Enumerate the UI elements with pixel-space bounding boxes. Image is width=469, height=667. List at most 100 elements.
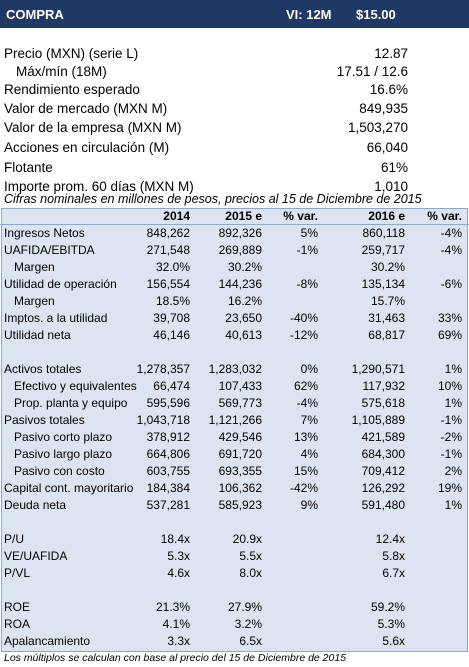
cell: 156,554 [146,277,190,291]
cell: 1,290,571 [351,362,405,376]
cell: 13% [293,430,318,444]
summary-label: Rendimiento esperado [4,82,140,98]
cell: 27.9% [227,600,262,614]
cell: 32.0% [155,260,190,274]
cell: 8.0x [239,566,262,580]
column-header: 2014 [163,209,190,223]
cell: 5.3x [167,549,190,563]
cell: 6.5x [239,634,262,648]
row-label: VE/UAFIDA [4,549,68,563]
cell: 12.4x [375,532,405,546]
cell: 18.4x [160,532,190,546]
cell: 68,817 [368,328,405,342]
cell: -1% [296,243,318,257]
column-header: % var. [283,209,318,223]
header-title: COMPRA [6,7,64,22]
cell: 4.1% [162,617,190,631]
cell: 15.7% [370,294,405,308]
row-label: Imptos. a la utilidad [4,311,108,325]
cell: 860,118 [362,226,406,240]
row-label: Pasivo con costo [14,464,105,478]
column-header: % var. [427,209,462,223]
cell: 269,889 [218,243,262,257]
cell: 15% [293,464,318,478]
cell: 3.3x [167,634,190,648]
cell: 30.2% [370,260,405,274]
cell: 537,281 [146,498,190,512]
cell: 378,912 [146,430,190,444]
cell: 107,433 [218,379,262,393]
cell: 30.2% [227,260,262,274]
row-label: Pasivo corto plazo [14,430,113,444]
summary-label: Máx/mín (18M) [16,64,107,80]
table-bg [1,208,468,652]
row-label: Activos totales [4,362,82,376]
header-bar: COMPRA VI: 12M $15.00 [0,0,469,28]
row-label: Deuda neta [4,498,67,512]
cell: 429,546 [218,430,262,444]
cell: 1% [444,498,462,512]
cell: 1,278,357 [136,362,190,376]
cell: 848,262 [146,226,190,240]
row-label: Prop. planta y equipo [14,396,128,410]
cell: 664,806 [146,447,190,461]
cell: 0% [300,362,318,376]
cell: 10% [437,379,462,393]
cell: 23,650 [225,311,262,325]
note: Cifras nominales en millones de pesos, p… [4,192,422,206]
cell: 59.2% [370,600,405,614]
cell: 595,596 [146,396,190,410]
cell: 693,355 [218,464,262,478]
cell: 126,292 [361,481,405,495]
row-label: Utilidad neta [4,328,71,342]
cell: 5% [300,226,318,240]
cell: 5.3% [377,617,405,631]
row-label: Pasivos totales [4,413,85,427]
row-label: Capital cont. mayoritario [4,481,134,495]
cell: 271,548 [146,243,190,257]
cell: 591,480 [361,498,405,512]
cell: 1% [444,362,462,376]
row-label: P/U [4,532,25,546]
column-header: 2016 e [368,209,405,223]
cell: 1,283,032 [208,362,262,376]
cell: 7% [300,413,318,427]
cell: -2% [440,430,462,444]
row-label: Margen [14,294,55,308]
cell: 18.5% [155,294,190,308]
cell: 19% [437,481,462,495]
summary-value: 12.87 [374,46,408,61]
cell: 20.9x [232,532,262,546]
summary-label: Precio (MXN) (serie L) [4,46,139,61]
cell: 684,300 [361,447,405,461]
row-label: P/VL [4,566,31,580]
cell: 31,463 [368,311,405,325]
cell: 5.6x [382,634,405,648]
summary-value: 16.6% [369,82,408,98]
cell: -6% [440,277,462,291]
cell: 135,134 [361,277,405,291]
row-label: Ingresos Netos [4,226,85,240]
summary-value: 849,935 [359,100,408,116]
row-label: Apalancamiento [4,634,91,648]
cell: 2% [444,464,462,478]
cell: 569,773 [218,396,262,410]
target-price: $15.00 [356,7,396,22]
cell: 575,618 [361,396,405,410]
cell: -40% [289,311,318,325]
cell: -4% [440,226,462,240]
row-label: Efectivo y equivalentes [14,379,137,393]
cell: -8% [296,277,318,291]
row-label: Margen [14,260,55,274]
cell: 1,121,266 [208,413,262,427]
summary-value: 17.51 / 12.6 [336,64,408,80]
row-label: ROE [4,600,31,614]
cell: 144,236 [218,277,262,291]
cell: 69% [437,328,462,342]
cell: 33% [437,311,462,325]
summary-label: Flotante [4,159,53,175]
cell: 421,589 [361,430,405,444]
cell: 4.6x [167,566,190,580]
footnote: Los múltiplos se calculan con base al pr… [4,652,347,664]
